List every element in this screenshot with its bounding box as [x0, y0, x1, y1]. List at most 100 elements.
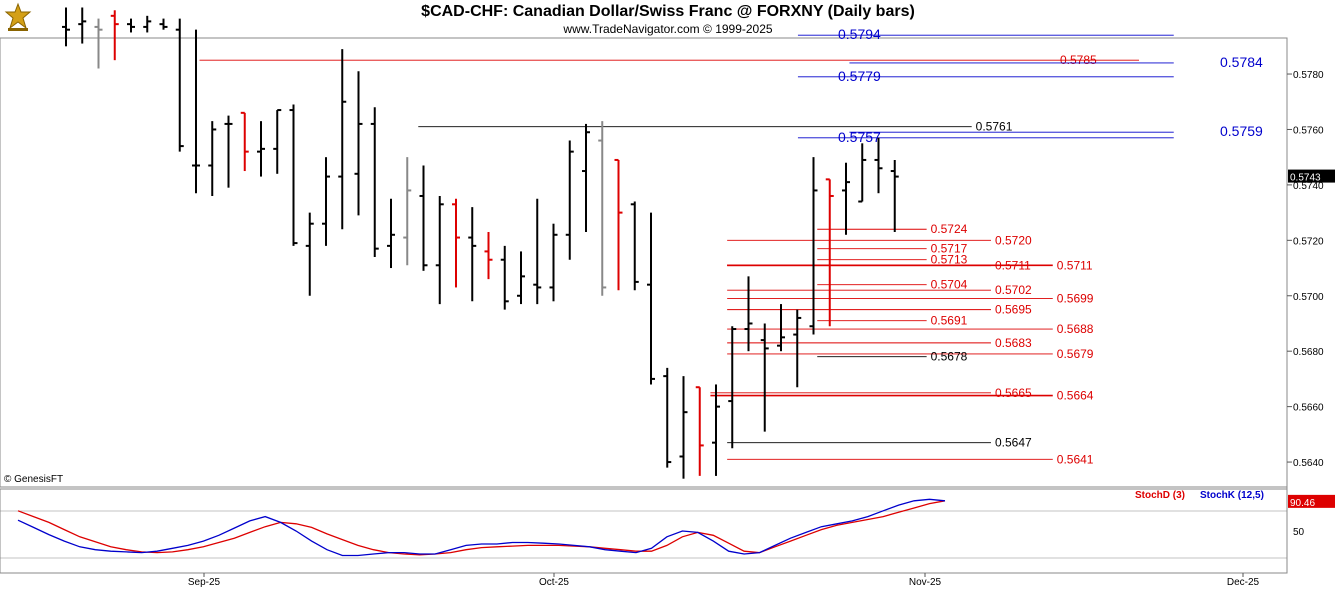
level-label: 0.5711 [995, 258, 1031, 272]
ohlc-bar [500, 245, 509, 310]
level-label: 0.5664 [1057, 389, 1094, 403]
stoch-series-line [17, 498, 946, 557]
ohlc-bar [630, 201, 639, 291]
level-label: 0.5691 [931, 314, 968, 328]
ohlc-bar [809, 157, 818, 335]
ohlc-bar [62, 7, 70, 47]
ohlc-bar [127, 18, 135, 33]
ohlc-bar [695, 386, 704, 476]
ohlc-bar [777, 304, 785, 352]
ohlc-bar [760, 323, 769, 432]
chart-header: $CAD-CHF: Canadian Dollar/Swiss Franc @ … [0, 0, 1336, 38]
x-tick-label: Nov-25 [909, 577, 942, 588]
ohlc-bar [273, 109, 282, 174]
last-price-box [1288, 169, 1335, 183]
ohlc-bar [614, 158, 623, 291]
level-label: 0.5757 [838, 129, 881, 145]
y-tick-label: 0.5640 [1293, 458, 1324, 469]
ohlc-bar [110, 10, 119, 61]
ohlc-bar [452, 198, 460, 288]
ohlc-bar [728, 326, 737, 449]
level-label: 0.5761 [976, 120, 1013, 134]
axis-background [1287, 38, 1336, 573]
stoch-legend-entry: StochD (3) [1135, 490, 1185, 501]
chart-subtitle: www.TradeNavigator.com © 1999-2025 [563, 22, 773, 36]
ohlc-bar [647, 212, 655, 385]
stoch-panel [0, 488, 1288, 574]
ohlc-bar [582, 123, 590, 233]
y-tick-label: 0.5720 [1293, 236, 1324, 247]
ohlc-bar [240, 111, 249, 172]
level-label: 0.5678 [931, 350, 968, 364]
ohlc-bar [874, 137, 883, 194]
ohlc-bar [143, 15, 152, 33]
ohlc-bar [403, 157, 412, 266]
level-label: 0.5688 [1057, 322, 1094, 336]
level-label: 0.5794 [838, 26, 881, 42]
ohlc-bar [679, 376, 688, 479]
ohlc-bar [159, 18, 168, 30]
stoch-last-value-box [1288, 494, 1335, 508]
ohlc-bar [419, 165, 428, 271]
y-tick-label: 0.5680 [1293, 347, 1324, 358]
copyright-text: © GenesisFT [4, 474, 64, 485]
ohlc-bar [468, 207, 477, 302]
ohlc-bar [370, 107, 379, 257]
y-tick-label: 0.5660 [1293, 403, 1324, 414]
y-tick-label: 0.5780 [1293, 70, 1324, 81]
ohlc-bar [289, 104, 298, 246]
ohlc-bar [224, 115, 233, 188]
ohlc-bar [208, 121, 217, 196]
stoch-legend-entry: StochK (12,5) [1200, 490, 1264, 501]
ohlc-bar [435, 195, 444, 305]
level-label: 0.5713 [931, 253, 968, 267]
level-label: 0.5665 [995, 386, 1032, 400]
ohlc-bar [598, 121, 607, 296]
level-label: 0.5699 [1057, 292, 1094, 306]
level-label: 0.5717 [931, 242, 968, 256]
ohlc-bar [517, 251, 525, 305]
ohlc-bar [549, 223, 558, 302]
ohlc-bar [842, 162, 850, 235]
level-label: 0.5702 [995, 283, 1032, 297]
x-tick-label: Dec-25 [1227, 577, 1260, 588]
price-panel [0, 37, 1288, 488]
ohlc-bar [175, 18, 184, 152]
level-label: 0.5683 [995, 336, 1032, 350]
chart-title: $CAD-CHF: Canadian Dollar/Swiss Franc @ … [421, 3, 915, 20]
ohlc-bar [338, 49, 347, 230]
level-label: 0.5724 [931, 222, 968, 236]
ohlc-bar [305, 212, 314, 296]
last-price-label: 0.5743 [1290, 173, 1321, 184]
ohlc-bar [322, 157, 330, 246]
ohlc-bar [484, 232, 493, 280]
y-tick-label: 0.5700 [1293, 292, 1324, 303]
x-tick-label: Oct-25 [539, 577, 569, 588]
ohlc-bar [565, 140, 574, 260]
stoch-last-value-label: 90.46 [1290, 498, 1315, 509]
level-label: 0.5711 [1057, 258, 1093, 272]
stoch-series-line [17, 500, 946, 556]
level-label: 0.5647 [995, 436, 1032, 450]
y-tick-label: 0.5740 [1293, 181, 1324, 192]
level-label: 0.5785 [1060, 53, 1097, 67]
ohlc-bar [387, 198, 395, 269]
genesis-logo-icon [4, 2, 32, 37]
ohlc-bar [257, 121, 265, 177]
ohlc-bar [663, 367, 672, 468]
level-label: 0.5759 [1220, 123, 1263, 139]
ohlc-bar [890, 159, 899, 233]
level-label: 0.5695 [995, 303, 1032, 317]
ohlc-bar [78, 7, 87, 44]
level-label: 0.5720 [995, 233, 1032, 247]
ohlc-bar [94, 18, 103, 69]
level-label: 0.5784 [1220, 54, 1263, 70]
ohlc-bar [793, 309, 802, 388]
ohlc-bar [744, 276, 753, 352]
ohlc-bar [825, 178, 834, 327]
ohlc-bar [354, 71, 363, 216]
level-label: 0.5704 [931, 278, 968, 292]
y-tick-label: 0.5760 [1293, 125, 1324, 136]
ohlc-bar [192, 29, 200, 194]
